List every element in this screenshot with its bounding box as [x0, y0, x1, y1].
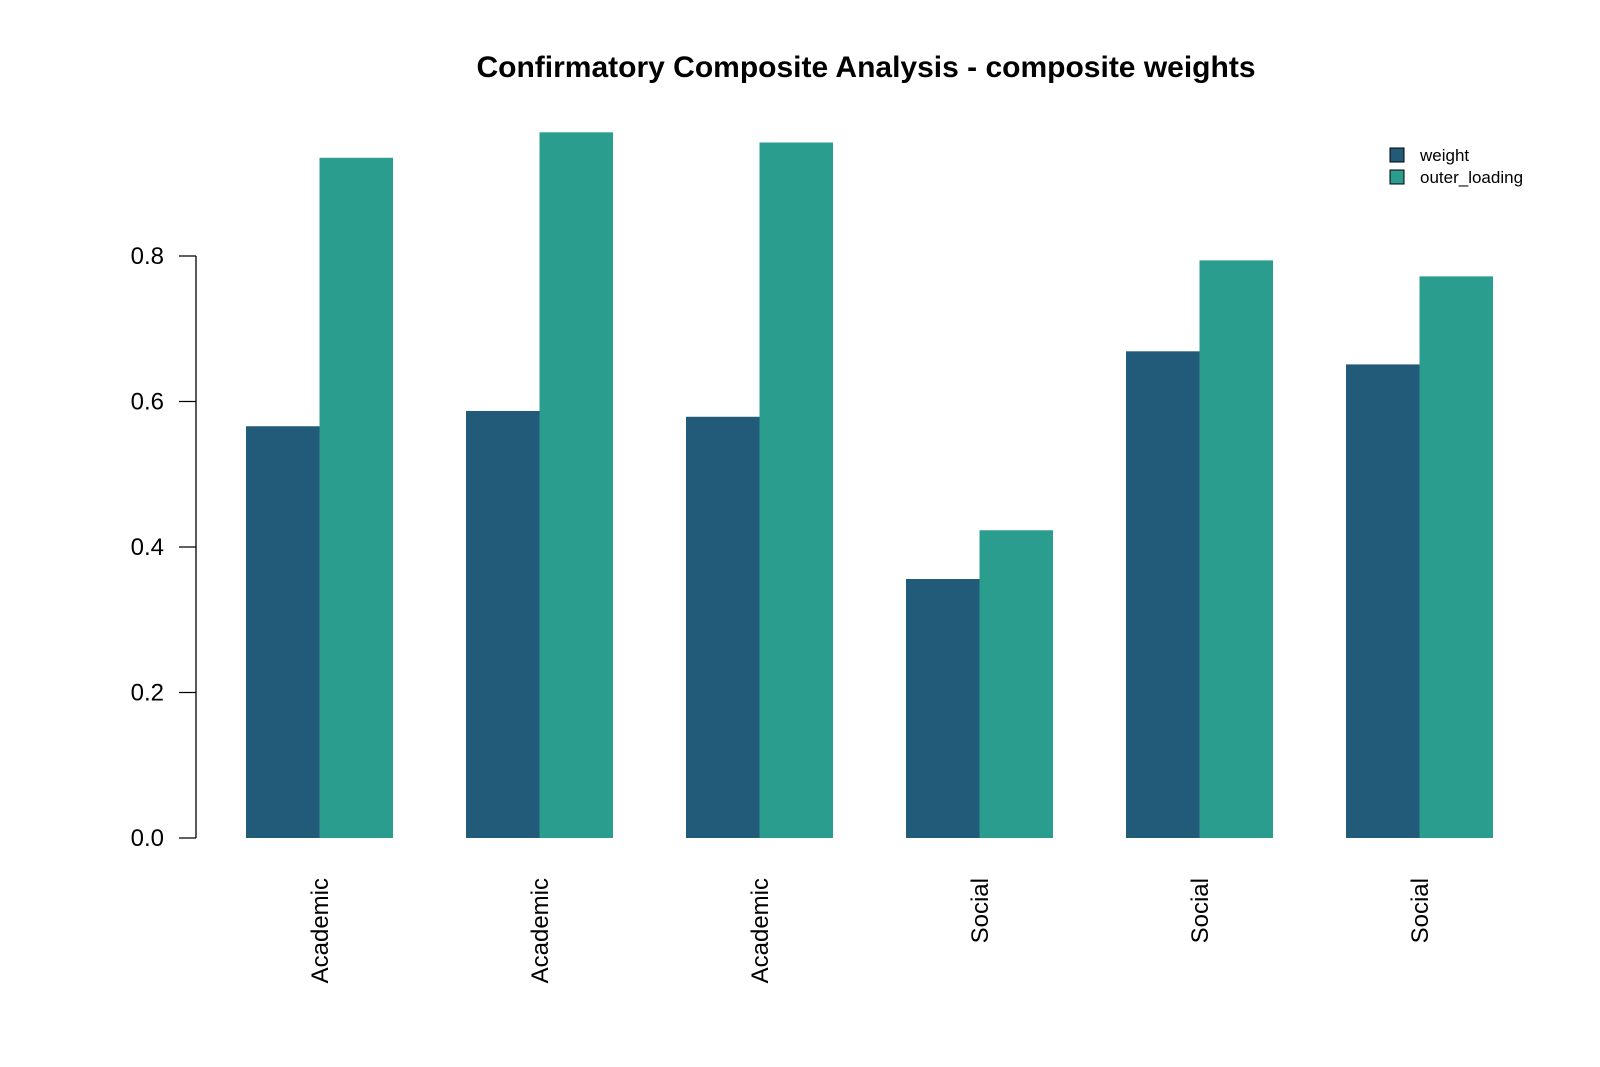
bar-outer-loading: [539, 132, 613, 838]
legend-swatch-outer-loading: [1389, 169, 1405, 185]
x-category-label: Social: [1407, 878, 1434, 943]
y-tick-label: 0.6: [131, 389, 164, 416]
x-category-label: Academic: [747, 878, 774, 983]
bar-outer-loading: [979, 530, 1053, 838]
bar-weight: [246, 426, 320, 838]
bar-outer-loading: [319, 157, 393, 839]
bar-weight: [686, 416, 760, 838]
legend: weight outer_loading: [1389, 146, 1523, 187]
bar-weight: [1346, 364, 1420, 838]
x-category-label: Social: [967, 878, 994, 943]
legend-label-weight: weight: [1419, 146, 1469, 165]
x-category-label: Social: [1187, 878, 1214, 943]
chart-title: Confirmatory Composite Analysis - compos…: [476, 51, 1255, 84]
bar-outer-loading: [1199, 260, 1273, 838]
y-axis: 0.0 0.2 0.4 0.6 0.8: [131, 243, 197, 852]
bar-outer-loading: [759, 142, 833, 838]
bar-weight: [466, 410, 540, 838]
bar-weight: [906, 579, 980, 838]
bars: [246, 132, 1493, 839]
legend-swatch-weight: [1389, 147, 1405, 163]
x-category-label: Academic: [307, 878, 334, 983]
y-tick-label: 0.2: [131, 680, 164, 707]
x-axis-labels: Academic Academic Academic Social Social Soci…: [307, 878, 1434, 983]
bar-weight: [1126, 351, 1200, 838]
y-tick-label: 0.0: [131, 825, 164, 852]
legend-label-outer-loading: outer_loading: [1420, 168, 1523, 187]
y-tick-label: 0.8: [131, 243, 164, 270]
bar-outer-loading: [1419, 276, 1493, 838]
x-category-label: Academic: [527, 878, 554, 983]
y-tick-label: 0.4: [131, 534, 164, 561]
